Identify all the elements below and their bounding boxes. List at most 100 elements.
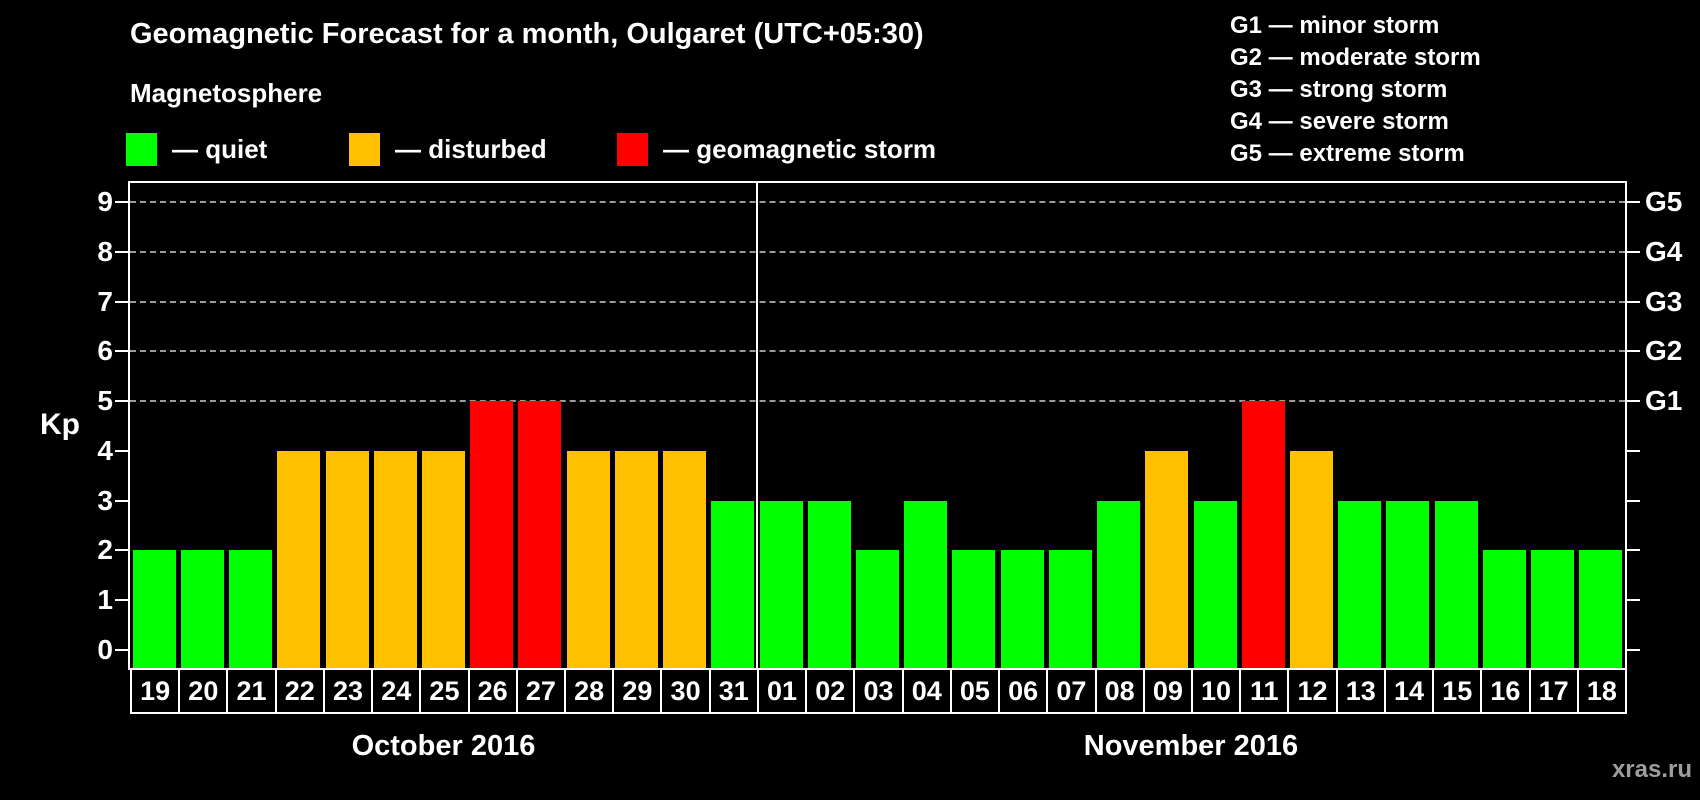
- day-label-30: 30: [660, 668, 711, 714]
- day-label-10: 10: [1190, 668, 1242, 714]
- day-label-20: 20: [178, 668, 229, 714]
- magnetosphere-label: Magnetosphere: [130, 78, 323, 108]
- legend-item-disturbed: — disturbed: [349, 131, 547, 167]
- day-label-08: 08: [1094, 668, 1145, 714]
- day-label-01: 01: [756, 668, 808, 714]
- day-label-25: 25: [419, 668, 470, 714]
- kp-bar-day-30: [663, 450, 707, 668]
- day-label-03: 03: [853, 668, 904, 714]
- y-axis-tick-right: [1626, 549, 1640, 552]
- day-label-18: 18: [1576, 668, 1627, 714]
- g5-legend-line: G5 — extreme storm: [1230, 140, 1465, 167]
- y-axis-tick-left: [115, 499, 129, 502]
- day-label-07: 07: [1046, 668, 1097, 714]
- month-divider-line: [755, 183, 758, 668]
- kp-bar-day-23: [325, 450, 369, 668]
- day-label-29: 29: [612, 668, 663, 714]
- kp-bar-day-01: [759, 500, 803, 668]
- y-axis-tick-left: [115, 599, 129, 602]
- kp-bar-day-10: [1193, 500, 1237, 668]
- g-level-label-g3: G3: [1645, 285, 1683, 317]
- y-tick-label: 1: [97, 584, 113, 616]
- kp-bar-day-29: [614, 450, 658, 668]
- gridline-kp8: [130, 250, 1625, 253]
- y-axis-tick-right: [1626, 400, 1640, 403]
- y-axis-tick-left: [115, 300, 129, 303]
- day-label-19: 19: [130, 668, 181, 714]
- day-label-15: 15: [1432, 668, 1483, 714]
- day-label-11: 11: [1239, 668, 1290, 714]
- kp-bar-day-02: [807, 500, 851, 668]
- g-level-label-g1: G1: [1645, 385, 1683, 417]
- day-label-26: 26: [467, 668, 518, 714]
- y-axis-tick-right: [1626, 599, 1640, 602]
- kp-bar-day-19: [132, 550, 176, 668]
- y-tick-label: 4: [97, 434, 113, 466]
- g1-legend-line: G1 — minor storm: [1230, 12, 1440, 39]
- day-label-02: 02: [805, 668, 856, 714]
- kp-bar-day-16: [1482, 550, 1526, 668]
- gridline-kp6: [130, 350, 1625, 353]
- y-tick-label: 6: [97, 335, 113, 367]
- y-tick-label: 8: [97, 235, 113, 267]
- g-level-label-g2: G2: [1645, 335, 1683, 367]
- day-label-14: 14: [1383, 668, 1435, 714]
- y-tick-label: 9: [97, 185, 113, 217]
- kp-bar-day-15: [1434, 500, 1478, 668]
- day-label-17: 17: [1528, 668, 1579, 714]
- disturbed-color-swatch-icon: [349, 132, 380, 166]
- legend-label-storm: — geomagnetic storm: [663, 133, 937, 164]
- day-label-24: 24: [371, 668, 422, 714]
- month-label: November 2016: [1083, 730, 1299, 762]
- y-axis-tick-right: [1626, 499, 1640, 502]
- gridline-kp7: [130, 300, 1625, 303]
- y-tick-label: 2: [97, 534, 113, 566]
- kp-bar-day-08: [1097, 500, 1141, 668]
- kp-bar-day-28: [566, 450, 610, 668]
- legend-item-quiet: — quiet: [126, 131, 267, 167]
- kp-bar-day-18: [1579, 550, 1623, 668]
- legend-item-storm: — geomagnetic storm: [617, 131, 936, 167]
- kp-bar-day-03: [856, 550, 899, 668]
- g-scale-legend: G1 — minor storm G2 — moderate storm G3 …: [1230, 10, 1481, 170]
- y-tick-label: 0: [97, 634, 113, 665]
- day-label-09: 09: [1142, 668, 1193, 714]
- y-axis-tick-left: [115, 549, 129, 552]
- month-label: October 2016: [351, 730, 536, 762]
- watermark: xras.ru: [1611, 756, 1692, 783]
- kp-bar-day-11: [1241, 401, 1285, 668]
- kp-bar-day-26: [470, 401, 514, 668]
- kp-bar-day-31: [711, 500, 755, 668]
- day-label-13: 13: [1335, 668, 1386, 714]
- day-label-21: 21: [226, 668, 277, 714]
- kp-bar-day-09: [1145, 450, 1189, 668]
- page-title: Geomagnetic Forecast for a month, Oulgar…: [130, 18, 924, 50]
- y-axis-tick-left: [115, 350, 129, 353]
- day-label-05: 05: [949, 668, 1001, 714]
- quiet-color-swatch-icon: [126, 132, 157, 166]
- g-level-label-g4: G4: [1645, 235, 1683, 267]
- storm-color-swatch-icon: [617, 132, 648, 166]
- y-axis-tick-right: [1626, 200, 1640, 203]
- kp-bar-day-05: [952, 550, 996, 668]
- day-label-12: 12: [1287, 668, 1338, 714]
- y-axis-tick-left: [115, 649, 129, 651]
- kp-bar-day-17: [1531, 550, 1575, 668]
- day-label-28: 28: [564, 668, 615, 714]
- y-tick-label: 5: [97, 385, 113, 417]
- day-label-22: 22: [274, 668, 325, 714]
- legend-label-quiet: — quiet: [172, 133, 268, 164]
- day-label-16: 16: [1480, 668, 1531, 714]
- day-label-06: 06: [998, 668, 1049, 714]
- kp-bar-day-22: [277, 450, 321, 668]
- kp-bar-day-06: [1000, 550, 1044, 668]
- kp-bar-day-20: [180, 550, 224, 668]
- kp-bar-day-12: [1290, 450, 1334, 668]
- kp-bar-day-13: [1338, 500, 1382, 668]
- y-axis-tick-right: [1626, 300, 1640, 303]
- kp-bar-day-04: [904, 500, 948, 668]
- kp-bar-day-25: [421, 450, 465, 668]
- legend-label-disturbed: — disturbed: [395, 133, 547, 164]
- gridline-kp9: [130, 200, 1625, 203]
- y-tick-label: 7: [97, 285, 113, 317]
